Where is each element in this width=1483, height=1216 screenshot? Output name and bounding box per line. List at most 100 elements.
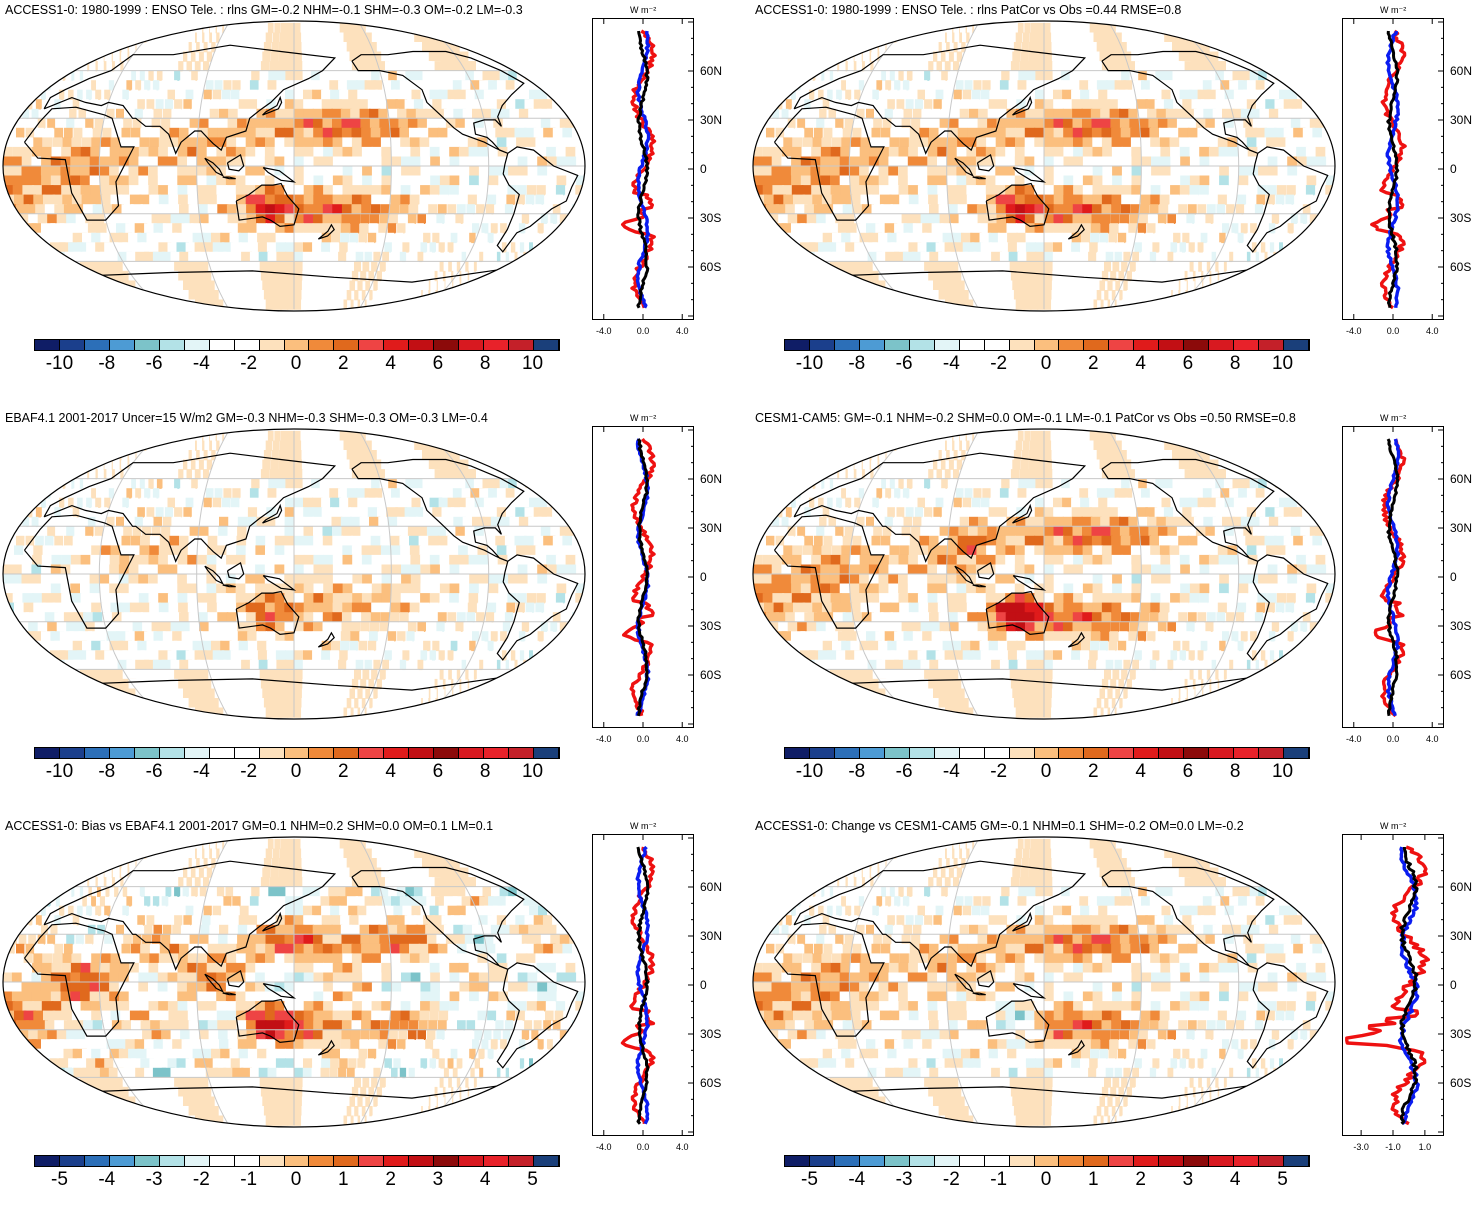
colorbar-swatch [1084,748,1109,758]
colorbar-swatch [85,1156,110,1166]
colorbar-swatch [185,748,210,758]
colorbar-swatch [334,748,359,758]
latitude-label: 60N [700,472,722,486]
colorbar-swatch [1035,748,1060,758]
colorbar-swatch [484,748,509,758]
colorbar-label: -2 [240,353,257,375]
colorbar-swatch [35,340,60,350]
zonal-unit: W m⁻² [1380,413,1406,424]
zonal-x-label: -3.0 [1353,1142,1369,1152]
zonal-x-label: -1.0 [1385,1142,1401,1152]
colorbar-swatch [835,340,860,350]
colorbar-swatch [185,1156,210,1166]
zonal-mean-plot [1342,834,1444,1136]
colorbar-label: 2 [385,1169,396,1191]
colorbar-label: -5 [51,1169,68,1191]
map-container [752,20,1336,317]
colorbar-swatch [985,748,1010,758]
latitude-label: 30S [1450,211,1471,225]
colorbar-swatch [985,1156,1010,1166]
colorbar-label: -4 [943,761,960,783]
colorbar-label: -2 [240,761,257,783]
colorbar-swatch [1234,1156,1259,1166]
colorbar-label: 6 [433,761,444,783]
colorbar-swatch [1159,748,1184,758]
colorbar-swatch [309,748,334,758]
colorbar-swatch [810,1156,835,1166]
colorbar-swatch [260,748,285,758]
colorbar-swatch [359,340,384,350]
panel-title: EBAF4.1 2001-2017 Uncer=15 W/m2 GM=-0.3 … [5,411,488,425]
zonal-container [592,426,694,733]
colorbar-label: 10 [1272,761,1293,783]
zonal-container [1342,18,1444,325]
colorbar-swatch [1159,340,1184,350]
world-map [752,428,1336,720]
colorbar-label: 2 [338,353,349,375]
latitude-label: 30N [1450,113,1472,127]
colorbar [784,1155,1310,1167]
colorbar-swatch [1184,1156,1209,1166]
colorbar-swatch [509,340,534,350]
zonal-container [592,834,694,1141]
latitude-label: 60N [1450,880,1472,894]
world-map [2,428,586,720]
colorbar-swatch [160,340,185,350]
colorbar-swatch [409,748,434,758]
colorbar-swatch [1059,1156,1084,1166]
latitude-label: 0 [1450,570,1457,584]
colorbar-swatch [434,748,459,758]
colorbar-label: 2 [338,761,349,783]
colorbar-label: -10 [46,353,73,375]
colorbar-swatch [785,748,810,758]
colorbar-label: -4 [193,761,210,783]
latitude-label: 0 [1450,978,1457,992]
map-container [2,836,586,1133]
colorbar-swatch [309,1156,334,1166]
zonal-x-label: -4.0 [596,734,612,744]
colorbar-label: -6 [896,353,913,375]
colorbar-swatch [334,340,359,350]
colorbar-label: -4 [98,1169,115,1191]
zonal-x-label: -4.0 [1346,734,1362,744]
anomaly-field [752,839,1336,1126]
latitude-label: 30N [700,113,722,127]
zonal-x-label: 4.0 [676,326,689,336]
colorbar-swatch [534,340,559,350]
colorbar-label: 0 [1041,1169,1052,1191]
colorbar-swatch [60,748,85,758]
colorbar-label: -3 [146,1169,163,1191]
colorbar-swatch [935,340,960,350]
colorbar-swatch [910,748,935,758]
colorbar-swatch [210,748,235,758]
colorbar-swatch [935,1156,960,1166]
zonal-x-label: 0.0 [637,326,650,336]
colorbar-label: 6 [1183,353,1194,375]
latitude-label: 60N [700,880,722,894]
colorbar-swatch [1109,340,1134,350]
zonal-x-label: -4.0 [596,1142,612,1152]
panel-title: ACCESS1-0: Change vs CESM1-CAM5 GM=-0.1 … [755,819,1244,833]
colorbar-swatch [135,1156,160,1166]
colorbar-label: -6 [146,353,163,375]
colorbar-swatch [1209,1156,1234,1166]
colorbar-swatch [235,1156,260,1166]
map-panel: EBAF4.1 2001-2017 Uncer=15 W/m2 GM=-0.3 … [0,408,733,808]
colorbar-swatch [85,748,110,758]
colorbar-swatch [285,340,310,350]
colorbar-swatch [260,340,285,350]
colorbar-label: -3 [896,1169,913,1191]
colorbar-swatch [810,748,835,758]
colorbar-swatch [835,748,860,758]
colorbar [34,1155,560,1167]
anomaly-field [752,431,1336,718]
colorbar-swatch [60,1156,85,1166]
zonal-x-label: -4.0 [1346,326,1362,336]
colorbar-swatch [1035,1156,1060,1166]
colorbar-swatch [1284,1156,1309,1166]
colorbar-label: 4 [480,1169,491,1191]
colorbar-swatch [1084,1156,1109,1166]
colorbar-swatch [1184,748,1209,758]
colorbar-label: 0 [291,1169,302,1191]
colorbar-swatch [384,340,409,350]
